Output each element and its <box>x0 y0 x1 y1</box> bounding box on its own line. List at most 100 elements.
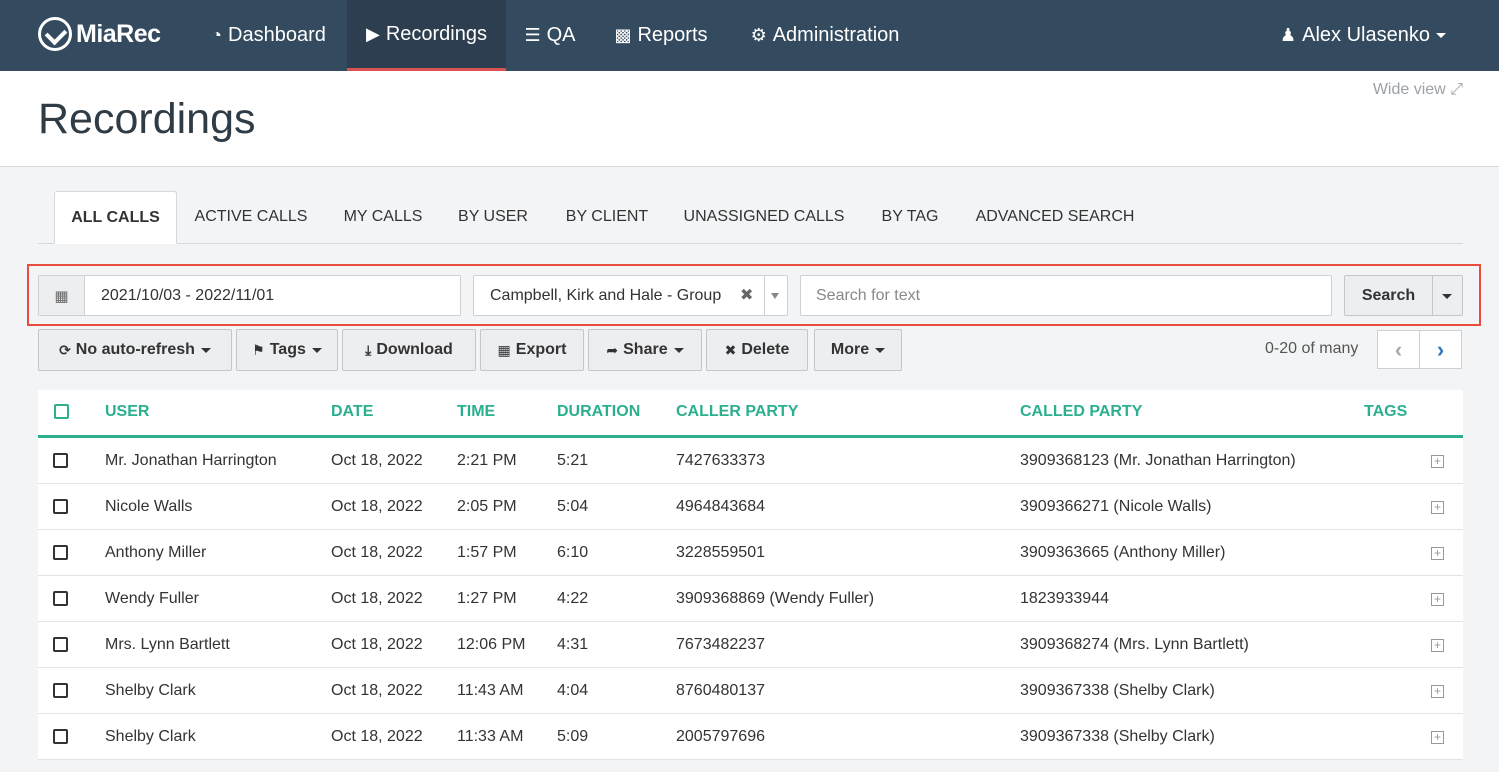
recordings-tabs: ALL CALLS ACTIVE CALLS MY CALLS BY USER … <box>38 191 1463 244</box>
cell-user: Shelby Clark <box>105 682 196 699</box>
play-square-icon: ▶ <box>365 23 380 44</box>
user-menu[interactable]: ♟ Alex Ulasenko <box>1280 0 1446 71</box>
wide-view-toggle[interactable]: Wide view ⤢ <box>1373 81 1463 99</box>
tab-by-user[interactable]: BY USER <box>458 208 528 225</box>
add-tag-icon[interactable]: + <box>1431 501 1444 514</box>
add-tag-icon[interactable]: + <box>1431 455 1444 468</box>
row-checkbox[interactable] <box>53 729 68 744</box>
add-tag-icon[interactable]: + <box>1431 593 1444 606</box>
table-row[interactable]: Anthony Miller Oct 18, 2022 1:57 PM 6:10 322… <box>38 530 1463 576</box>
pager-status: 0-20 of many <box>1265 340 1359 357</box>
table-row[interactable]: Mr. Jonathan Harrington Oct 18, 2022 2:21 … <box>38 438 1463 484</box>
table-row[interactable]: Shelby Clark Oct 18, 2022 11:43 AM 4:04 8760… <box>38 668 1463 714</box>
cell-time: 2:05 PM <box>457 498 517 515</box>
column-user[interactable]: USER <box>105 403 150 420</box>
chevron-down-icon <box>1435 33 1446 38</box>
table-row[interactable]: Mrs. Lynn Bartlett Oct 18, 2022 12:06 PM 4:… <box>38 622 1463 668</box>
export-button[interactable]: ▦ Export <box>480 329 584 371</box>
nav-reports-label: Reports <box>637 24 708 46</box>
auto-refresh-label: No auto-refresh <box>75 341 195 358</box>
cell-caller-party: 8760480137 <box>676 682 765 699</box>
filter-highlight-frame <box>27 264 1481 326</box>
nav-administration[interactable]: ⚙ Administration <box>728 0 922 71</box>
tab-by-tag[interactable]: BY TAG <box>881 208 939 225</box>
column-duration[interactable]: DURATION <box>557 403 641 420</box>
table-body: Mr. Jonathan Harrington Oct 18, 2022 2:21 … <box>38 438 1463 760</box>
cell-user: Mrs. Lynn Bartlett <box>105 636 230 653</box>
tab-active-calls[interactable]: ACTIVE CALLS <box>194 208 308 225</box>
select-all-checkbox[interactable] <box>54 404 69 419</box>
client-select[interactable]: Campbell, Kirk and Hale - Group ✖ <box>473 275 788 316</box>
table-header: USER DATE TIME DURATION CALLER PARTY CAL… <box>38 390 1463 438</box>
cell-called-party: 3909367338 (Shelby Clark) <box>1020 682 1215 699</box>
nav-recordings-label: Recordings <box>385 22 487 45</box>
more-button[interactable]: More <box>814 329 902 371</box>
clear-icon[interactable]: ✖ <box>740 287 754 304</box>
nav-reports[interactable]: ▩ Reports <box>594 0 728 71</box>
auto-refresh-button[interactable]: ⟳ No auto-refresh <box>38 329 232 371</box>
add-tag-icon[interactable]: + <box>1431 731 1444 744</box>
cell-time: 2:21 PM <box>457 452 517 469</box>
cell-date: Oct 18, 2022 <box>331 498 423 515</box>
cell-user: Anthony Miller <box>105 544 207 561</box>
column-tags[interactable]: TAGS <box>1364 403 1408 420</box>
nav-qa[interactable]: ☰ QA <box>506 0 594 71</box>
delete-button[interactable]: ✖ Delete <box>706 329 808 371</box>
nav-dashboard[interactable]: ◔ Dashboard <box>190 0 347 71</box>
chevron-down-icon <box>311 347 322 353</box>
nav-administration-label: Administration <box>772 24 900 46</box>
cell-duration: 4:22 <box>557 590 589 607</box>
cell-called-party: 3909368123 (Mr. Jonathan Harrington) <box>1020 452 1296 469</box>
column-date[interactable]: DATE <box>331 403 374 420</box>
cell-caller-party: 3909368869 (Wendy Fuller) <box>676 590 875 607</box>
add-tag-icon[interactable]: + <box>1431 639 1444 652</box>
cell-date: Oct 18, 2022 <box>331 682 423 699</box>
tab-unassigned-calls[interactable]: UNASSIGNED CALLS <box>683 208 845 225</box>
table-row[interactable]: Nicole Walls Oct 18, 2022 2:05 PM 5:04 49648… <box>38 484 1463 530</box>
user-icon: ♟ <box>1280 25 1297 45</box>
row-checkbox[interactable] <box>53 453 68 468</box>
row-checkbox[interactable] <box>53 683 68 698</box>
nav-dashboard-label: Dashboard <box>228 24 326 46</box>
tab-advanced-search[interactable]: ADVANCED SEARCH <box>975 208 1135 225</box>
share-label: Share <box>623 341 668 358</box>
table-row[interactable]: Shelby Clark Oct 18, 2022 11:33 AM 5:09 2005… <box>38 714 1463 760</box>
user-name: Alex Ulasenko <box>1302 24 1430 46</box>
date-range-picker[interactable]: ▦ 2021/10/03 - 2022/11/01 <box>38 275 461 316</box>
dropdown-arrow-icon[interactable] <box>771 293 779 299</box>
search-button-group: Search <box>1344 275 1463 316</box>
add-tag-icon[interactable]: + <box>1431 547 1444 560</box>
tab-all-calls[interactable]: ALL CALLS <box>54 191 177 244</box>
nav-recordings[interactable]: ▶ Recordings <box>347 0 506 71</box>
table-row[interactable]: Wendy Fuller Oct 18, 2022 1:27 PM 4:22 39093… <box>38 576 1463 622</box>
download-button[interactable]: ⤓ Download <box>342 329 476 371</box>
cell-user: Nicole Walls <box>105 498 193 515</box>
column-time[interactable]: TIME <box>457 403 496 420</box>
row-checkbox[interactable] <box>53 545 68 560</box>
cell-duration: 5:09 <box>557 728 589 745</box>
add-tag-icon[interactable]: + <box>1431 685 1444 698</box>
cell-caller-party: 4964843684 <box>676 498 765 515</box>
search-button[interactable]: Search <box>1361 287 1416 304</box>
column-caller-party[interactable]: CALLER PARTY <box>676 403 799 420</box>
column-called-party[interactable]: CALLED PARTY <box>1020 403 1143 420</box>
cell-called-party: 1823933944 <box>1020 590 1109 607</box>
next-page-button[interactable]: › <box>1419 330 1462 369</box>
cell-called-party: 3909368274 (Mrs. Lynn Bartlett) <box>1020 636 1249 653</box>
cell-time: 11:43 AM <box>457 682 524 699</box>
excel-file-icon: ▦ <box>497 341 511 358</box>
tab-by-client[interactable]: BY CLIENT <box>565 208 649 225</box>
previous-page-button[interactable]: ‹ <box>1377 330 1420 369</box>
search-options-caret-icon[interactable] <box>1442 294 1452 299</box>
cell-date: Oct 18, 2022 <box>331 590 423 607</box>
brand-logo[interactable]: MiaRec <box>38 14 161 54</box>
row-checkbox[interactable] <box>53 637 68 652</box>
row-checkbox[interactable] <box>53 499 68 514</box>
row-checkbox[interactable] <box>53 591 68 606</box>
search-text-input[interactable] <box>800 275 1332 316</box>
tags-button[interactable]: ⚑ Tags <box>236 329 338 371</box>
share-button[interactable]: ➦ Share <box>588 329 702 371</box>
tab-my-calls[interactable]: MY CALLS <box>343 208 423 225</box>
calendar-icon[interactable]: ▦ <box>39 276 85 315</box>
dashboard-icon: ◔ <box>211 25 223 45</box>
